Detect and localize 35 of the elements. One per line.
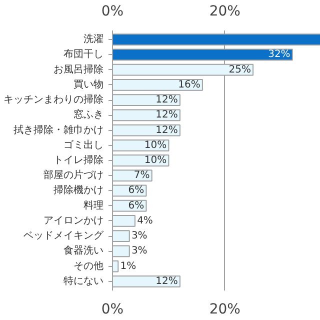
y-tick-label: キッチンまわりの掃除 [4,94,104,106]
y-tick-label: 買い物 [74,79,104,90]
y-tick-label: ゴミ出し [64,138,104,151]
data-label: 3% [131,246,148,257]
data-label: 6% [128,185,144,196]
data-label: 12% [156,124,178,136]
y-tick-label: 掃除機かけ [54,184,104,196]
data-label: 6% [128,200,144,212]
y-tick-label: 料理 [84,199,104,212]
y-tick-label: 窓ふき [74,108,104,121]
data-label: 10% [144,155,167,166]
y-tick-label: 布団干し [64,48,104,60]
data-label: 32% [268,49,290,60]
y-tick-label: 拭き掃除・雑巾かけ [14,124,104,136]
data-label: 16% [178,79,200,90]
y-tick-label: ベッドメイキング [24,230,104,242]
y-tick-label: 洗濯 [84,33,104,46]
y-tick-label: 部屋の片づけ [44,169,104,182]
x2-tick-label: 0% [101,302,124,318]
y-tick-label: 食器洗い [64,244,104,257]
data-label: 3% [131,230,148,242]
y-tick-label: トイレ掃除 [54,154,104,166]
x2-tick-label: 20% [209,302,240,318]
y-tick-label: お風呂掃除 [54,63,104,76]
data-label: 4% [137,215,153,226]
data-label: 12% [156,110,178,121]
data-label: 12% [156,94,178,106]
data-label: 1% [120,260,136,272]
y-tick-label: アイロンかけ [44,215,104,226]
y-tick-label: その他 [74,260,104,272]
data-label: 7% [134,170,150,182]
data-label: 12% [156,276,178,287]
y-tick-label: 特にない [64,274,104,287]
data-label: 10% [144,140,167,151]
data-label: 25% [228,64,251,76]
